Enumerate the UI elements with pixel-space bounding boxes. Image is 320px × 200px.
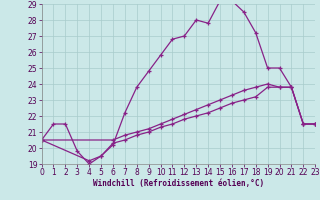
X-axis label: Windchill (Refroidissement éolien,°C): Windchill (Refroidissement éolien,°C) bbox=[93, 179, 264, 188]
